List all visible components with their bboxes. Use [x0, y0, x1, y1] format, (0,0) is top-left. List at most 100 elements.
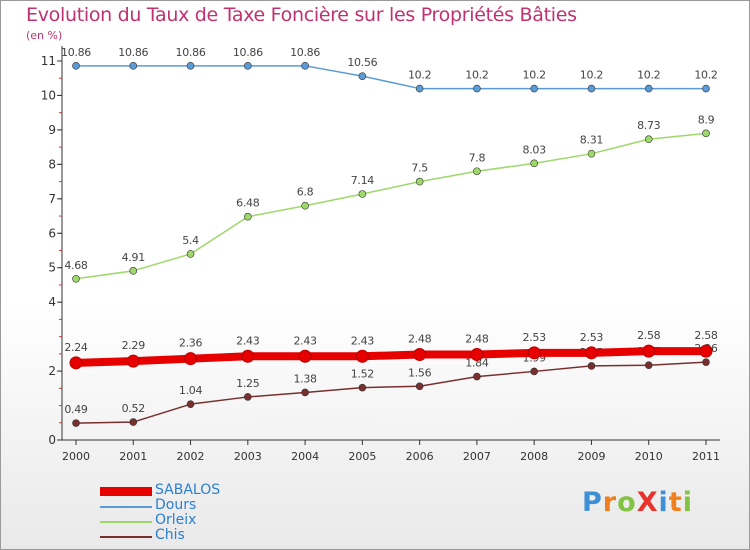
logo-letter: i [658, 487, 669, 518]
data-point-dours [415, 84, 424, 93]
data-label-dours: 10.86 [290, 46, 320, 59]
data-label-orleix: 5.4 [182, 234, 199, 247]
x-tick-label: 2009 [577, 450, 605, 463]
y-tick-label: 7 [48, 192, 56, 206]
x-tick-label: 2007 [463, 450, 491, 463]
legend-swatch [100, 487, 152, 496]
data-point-dours [301, 62, 309, 70]
legend-label: SABALOS [155, 482, 221, 498]
data-point-chis [72, 419, 80, 427]
data-label-orleix: 7.8 [469, 151, 486, 164]
data-point-orleix [473, 167, 481, 176]
data-point-chis [301, 388, 309, 397]
legend-swatch [100, 536, 152, 538]
data-point-sabalos [413, 348, 427, 362]
x-tick-label: 2004 [291, 450, 319, 463]
legend-swatch [100, 521, 152, 523]
data-label-dours: 10.86 [61, 46, 91, 59]
data-point-orleix [587, 149, 596, 158]
data-point-orleix [301, 201, 309, 210]
data-label-sabalos: 2.36 [179, 337, 203, 350]
data-label-orleix: 4.91 [122, 251, 145, 264]
data-point-sabalos [69, 356, 83, 370]
data-point-sabalos [470, 348, 484, 362]
data-label-orleix: 8.31 [580, 134, 603, 147]
data-point-chis [702, 358, 710, 366]
data-label-dours: 10.86 [176, 46, 206, 59]
data-label-dours: 10.2 [523, 69, 546, 82]
data-point-chis [587, 362, 596, 370]
data-point-dours [186, 62, 195, 70]
legend-label: Dours [155, 497, 197, 513]
logo-letter: r [602, 487, 618, 518]
logo-letter: X [636, 487, 659, 518]
data-label-orleix: 7.5 [411, 162, 428, 175]
proxiti-logo: ProXiti [582, 487, 693, 518]
data-label-orleix: 8.03 [523, 143, 547, 156]
x-tick-label: 2000 [62, 450, 90, 463]
logo-letter: P [582, 487, 603, 518]
data-point-orleix [415, 177, 424, 186]
data-label-chis: 1.56 [408, 366, 432, 379]
data-label-chis: 0.49 [64, 403, 88, 416]
data-label-dours: 10.2 [465, 69, 488, 82]
y-tick-label: 11 [41, 54, 56, 68]
y-tick-label: 9 [48, 123, 56, 137]
data-point-dours [244, 62, 252, 70]
series-line-dours [75, 65, 707, 90]
x-tick-label: 2003 [234, 450, 262, 463]
legend-label: Chis [155, 527, 185, 543]
data-point-sabalos [584, 346, 598, 360]
x-tick-label: 2008 [520, 450, 548, 463]
data-label-dours: 10.2 [408, 69, 431, 82]
data-point-orleix [358, 190, 367, 198]
data-point-sabalos [241, 349, 255, 363]
x-tick-label: 2005 [348, 450, 376, 463]
data-label-sabalos: 2.58 [637, 329, 661, 342]
logo-letter: t [668, 487, 683, 518]
data-point-orleix [186, 250, 195, 258]
data-point-chis [473, 372, 481, 381]
data-point-chis [358, 383, 367, 392]
data-label-sabalos: 2.43 [236, 334, 260, 347]
x-tick-label: 2001 [119, 450, 147, 463]
y-tick-label: 10 [41, 88, 56, 102]
x-tick-label: 2010 [635, 450, 663, 463]
data-point-dours [473, 84, 481, 93]
data-label-orleix: 6.48 [236, 197, 260, 210]
y-unit-label: (en %) [26, 29, 63, 42]
data-point-orleix [129, 267, 138, 275]
data-point-chis [415, 382, 424, 391]
data-label-sabalos: 2.53 [523, 331, 547, 344]
legend-swatch [100, 506, 152, 508]
data-label-dours: 10.2 [637, 69, 660, 82]
data-label-chis: 1.52 [351, 368, 374, 381]
data-label-dours: 10.2 [694, 69, 717, 82]
data-label-orleix: 6.8 [297, 186, 314, 199]
data-label-chis: 1.25 [236, 377, 260, 390]
data-point-chis [530, 367, 538, 376]
data-point-sabalos [298, 349, 312, 363]
data-label-sabalos: 2.48 [465, 333, 489, 346]
data-point-sabalos [184, 352, 198, 366]
data-point-orleix [530, 159, 538, 168]
data-point-sabalos [527, 346, 541, 360]
data-point-sabalos [126, 354, 140, 368]
series-line-sabalos [72, 347, 710, 367]
data-label-chis: 1.84 [465, 357, 489, 370]
data-point-sabalos [642, 344, 656, 358]
data-label-dours: 10.86 [118, 46, 148, 59]
data-label-dours: 10.86 [233, 46, 263, 59]
data-point-dours [129, 62, 138, 70]
logo-letter: o [617, 487, 637, 518]
data-point-sabalos [355, 349, 369, 363]
x-tick-label: 2006 [406, 450, 434, 463]
data-point-dours [72, 62, 80, 70]
data-point-dours [358, 72, 367, 80]
data-point-orleix [702, 129, 710, 138]
data-point-dours [702, 84, 710, 93]
data-label-chis: 1.04 [179, 384, 203, 397]
data-label-chis: 1.38 [293, 372, 317, 385]
y-tick-label: 8 [48, 157, 56, 171]
data-point-chis [244, 393, 252, 401]
